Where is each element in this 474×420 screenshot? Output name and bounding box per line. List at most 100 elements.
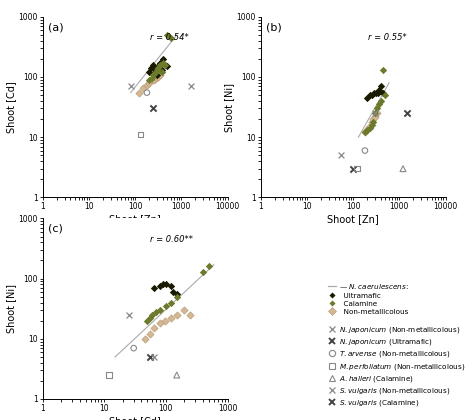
Point <box>156 71 164 78</box>
Point <box>372 113 379 120</box>
Point <box>143 89 151 96</box>
Point <box>361 129 369 136</box>
Point <box>143 81 151 88</box>
Point <box>162 303 170 310</box>
Point <box>156 61 164 68</box>
Point <box>135 89 143 96</box>
Point <box>399 165 407 172</box>
Point <box>155 63 162 70</box>
Point <box>163 63 170 70</box>
Point <box>368 118 375 125</box>
Point <box>156 283 164 289</box>
Point <box>156 320 164 327</box>
Point <box>380 89 387 96</box>
Point <box>147 65 155 71</box>
Point <box>146 354 154 360</box>
Point <box>150 76 158 83</box>
Y-axis label: Shoot [Ni]: Shoot [Ni] <box>224 83 234 131</box>
Point <box>130 345 137 352</box>
Point <box>159 60 167 66</box>
Point <box>141 336 148 342</box>
Point <box>167 283 174 289</box>
Point <box>158 67 166 74</box>
Point <box>156 307 164 313</box>
Point <box>146 315 154 322</box>
X-axis label: Shoot [Zn]: Shoot [Zn] <box>109 214 161 224</box>
Point <box>148 75 155 82</box>
Text: r = 0.55*: r = 0.55* <box>368 33 407 42</box>
X-axis label: Shoot [Cd]: Shoot [Cd] <box>109 416 161 420</box>
Point <box>155 74 162 80</box>
Point <box>377 97 385 104</box>
Point <box>199 268 207 275</box>
Point <box>153 75 160 82</box>
Point <box>145 69 153 76</box>
Y-axis label: Shoot [Cd]: Shoot [Cd] <box>6 81 16 133</box>
Point <box>372 110 379 117</box>
Point <box>169 289 177 295</box>
Point <box>162 281 170 288</box>
Text: r = 0.60**: r = 0.60** <box>150 235 193 244</box>
Point <box>369 116 377 123</box>
Text: (b): (b) <box>266 22 282 32</box>
Point <box>156 60 164 66</box>
Point <box>158 69 166 76</box>
Point <box>105 372 113 378</box>
Point <box>366 92 374 98</box>
Legend: — $N. caerulescens$:,   Ultramafic,   Calamine,   Non-metallicolous, , $N. japon: — $N. caerulescens$:, Ultramafic, Calami… <box>328 281 465 408</box>
Point <box>150 105 157 112</box>
Point <box>374 89 382 96</box>
Point <box>353 165 361 172</box>
Point <box>375 87 383 94</box>
Point <box>369 118 377 125</box>
Text: (a): (a) <box>48 22 64 32</box>
Point <box>382 92 389 98</box>
Point <box>173 291 181 298</box>
Point <box>380 67 387 74</box>
Text: r = 0.54*: r = 0.54* <box>150 33 189 42</box>
Point <box>377 83 385 90</box>
Point <box>337 152 345 159</box>
Point <box>363 94 371 101</box>
Point <box>181 307 188 313</box>
Point <box>368 121 375 128</box>
Point <box>371 89 378 96</box>
Point <box>145 76 153 83</box>
Point <box>154 67 161 74</box>
Point <box>151 285 158 291</box>
Point <box>173 372 181 378</box>
Point <box>127 83 135 90</box>
Point <box>363 127 371 134</box>
Point <box>137 131 144 138</box>
Point <box>150 61 157 68</box>
Point <box>374 105 381 112</box>
Point <box>148 76 155 83</box>
Point <box>162 61 169 68</box>
Point <box>173 312 181 318</box>
Point <box>368 92 376 98</box>
Text: (c): (c) <box>48 224 63 234</box>
Point <box>164 32 171 38</box>
Point <box>167 315 174 322</box>
Point <box>146 331 154 337</box>
Point <box>148 312 156 318</box>
Point <box>372 110 379 117</box>
Point <box>139 85 147 92</box>
Point <box>152 69 160 76</box>
Point <box>162 61 169 68</box>
X-axis label: Shoot [Zn]: Shoot [Zn] <box>327 214 379 224</box>
Point <box>145 79 153 86</box>
Point <box>151 325 158 331</box>
Point <box>372 89 380 96</box>
Y-axis label: Shoot [Ni]: Shoot [Ni] <box>6 284 16 333</box>
Point <box>374 110 381 117</box>
Point <box>363 127 371 134</box>
Point <box>154 71 161 78</box>
Point <box>125 312 133 318</box>
Point <box>187 83 194 90</box>
Point <box>349 165 357 172</box>
Point <box>404 110 411 117</box>
Point <box>361 129 369 136</box>
Point <box>361 147 369 154</box>
Point <box>187 312 194 318</box>
